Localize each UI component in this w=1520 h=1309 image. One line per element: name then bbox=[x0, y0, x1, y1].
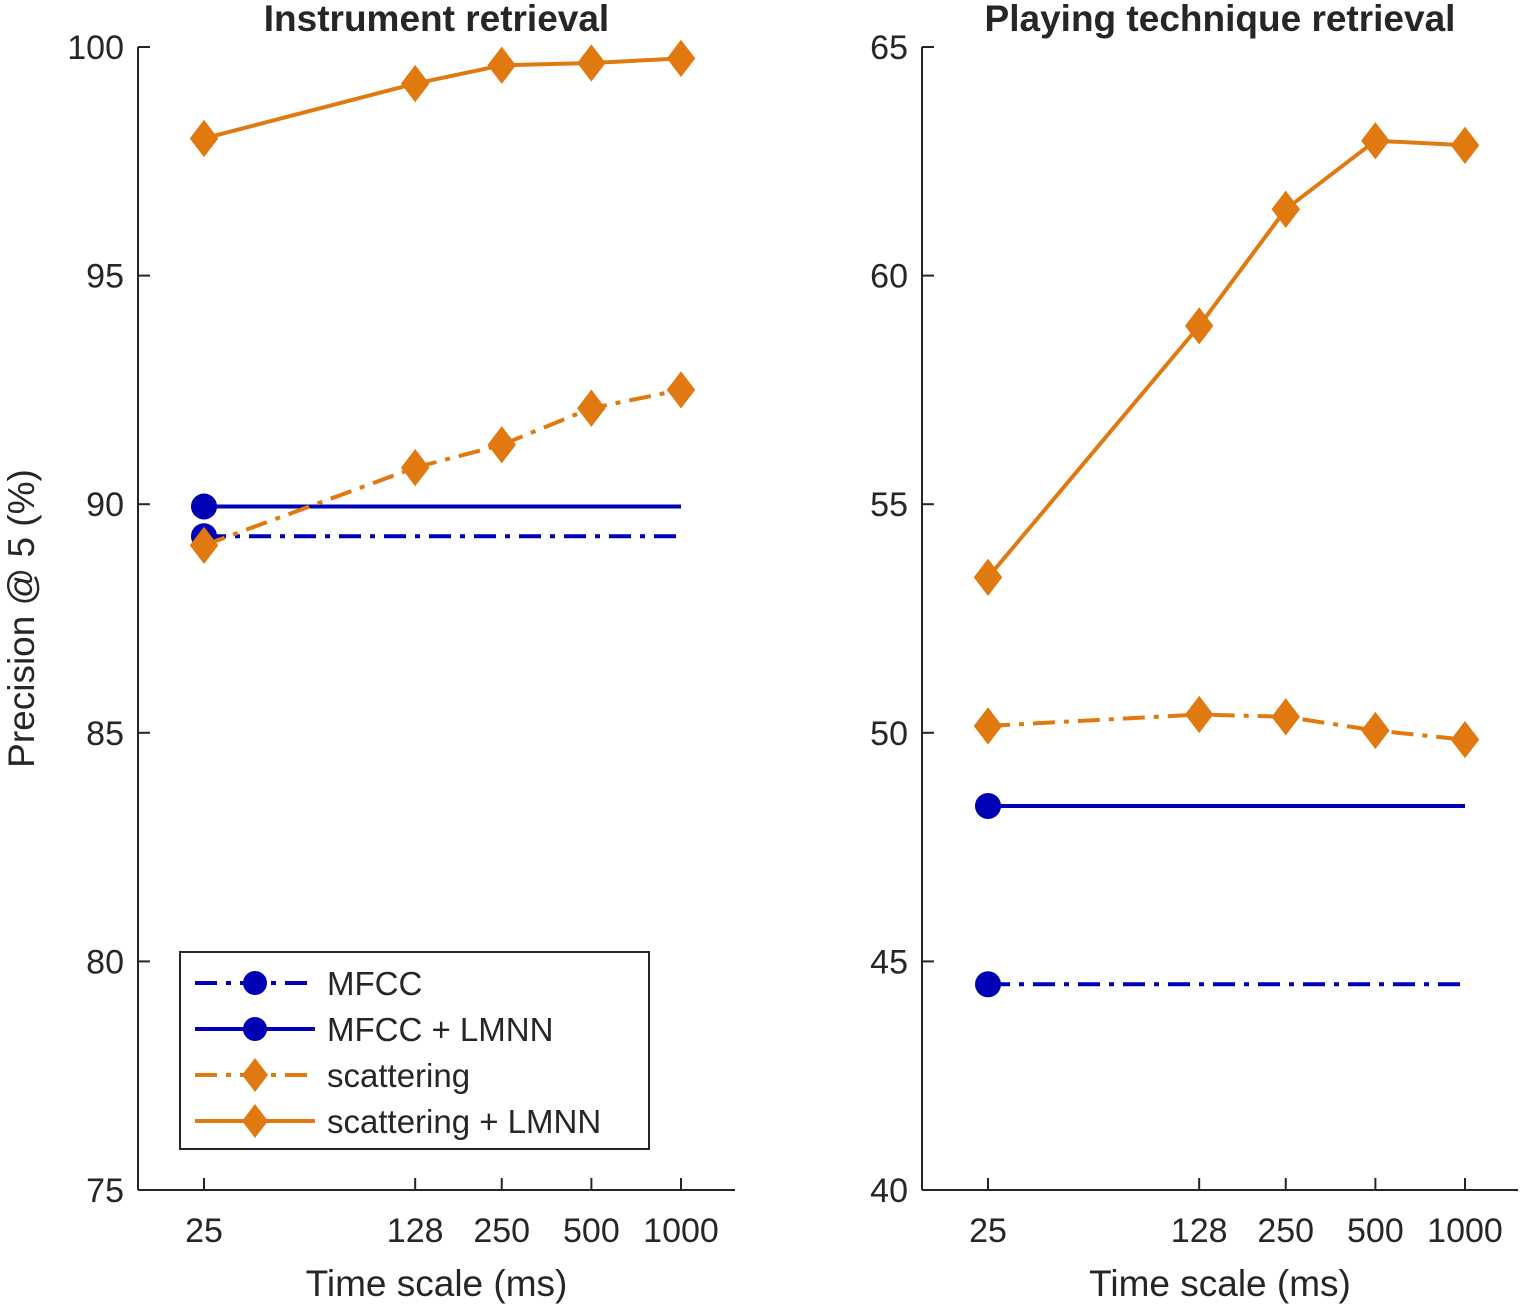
data-point-circle bbox=[975, 971, 1001, 998]
y-tick-label: 50 bbox=[870, 715, 908, 753]
x-tick-label: 128 bbox=[1171, 1212, 1228, 1250]
data-point-diamond bbox=[400, 448, 430, 487]
data-point-diamond bbox=[973, 707, 1003, 745]
data-point-diamond bbox=[1184, 307, 1214, 345]
x-axis-label: Time scale (ms) bbox=[306, 1263, 568, 1304]
legend: MFCC MFCC + LMNN scattering scattering + LM… bbox=[179, 951, 650, 1150]
data-point-circle bbox=[191, 493, 217, 520]
y-tick-label: 95 bbox=[86, 258, 124, 296]
data-point-diamond bbox=[666, 371, 696, 409]
y-tick-label: 55 bbox=[870, 486, 908, 524]
data-point-diamond bbox=[487, 46, 517, 84]
x-tick-label: 25 bbox=[969, 1212, 1007, 1250]
x-tick-label: 1000 bbox=[1427, 1212, 1503, 1250]
data-point-circle bbox=[975, 792, 1001, 819]
x-tick-label: 250 bbox=[473, 1212, 530, 1250]
legend-label: MFCC + LMNN bbox=[327, 1011, 553, 1048]
series-line bbox=[986, 138, 1466, 579]
data-point-diamond bbox=[487, 426, 517, 464]
legend-marker-circle bbox=[243, 971, 267, 995]
series-mfcc-lmnn bbox=[191, 493, 681, 520]
data-point-diamond bbox=[1361, 122, 1390, 160]
chart-title: Playing technique retrieval bbox=[985, 0, 1456, 39]
x-tick-label: 1000 bbox=[643, 1212, 719, 1250]
x-tick-label: 500 bbox=[563, 1212, 620, 1250]
series-line bbox=[203, 56, 682, 141]
legend-entry-scattering: scattering bbox=[195, 1057, 470, 1094]
y-tick-label: 85 bbox=[86, 715, 124, 753]
y-tick-label: 60 bbox=[870, 258, 908, 296]
legend-label: MFCC bbox=[327, 965, 422, 1002]
x-tick-label: 250 bbox=[1257, 1212, 1314, 1250]
legend-entry-mfcc-lmnn: MFCC + LMNN bbox=[195, 1011, 553, 1048]
y-tick-label: 75 bbox=[86, 1172, 124, 1210]
legend-label: scattering + LMNN bbox=[327, 1103, 601, 1140]
legend-marker-diamond bbox=[242, 1104, 268, 1138]
x-tick-label: 25 bbox=[185, 1212, 223, 1250]
series-mfcc-lmnn bbox=[975, 792, 1465, 819]
y-tick-label: 40 bbox=[870, 1172, 908, 1210]
data-point-diamond bbox=[577, 44, 606, 82]
y-tick-label: 90 bbox=[86, 486, 124, 524]
series-line bbox=[203, 387, 682, 548]
y-tick-label: 100 bbox=[67, 29, 124, 67]
series-mfcc bbox=[191, 523, 681, 550]
data-point-diamond bbox=[577, 389, 606, 427]
instrument-retrieval-panel: 75 80 85 90 95 100 25 128 250 500 1000 Instrument r… bbox=[1, 0, 735, 1304]
series-scattering bbox=[973, 695, 1480, 759]
y-axis-label: Precision @ 5 (%) bbox=[1, 469, 42, 768]
series-scattering-lmnn bbox=[189, 39, 696, 158]
data-point-diamond bbox=[1450, 126, 1480, 164]
series-mfcc bbox=[975, 971, 1465, 998]
x-tick-label: 500 bbox=[1347, 1212, 1404, 1250]
data-point-diamond bbox=[973, 558, 1003, 596]
data-point-diamond bbox=[1361, 711, 1390, 750]
legend-entry-mfcc: MFCC bbox=[195, 965, 422, 1002]
data-point-diamond bbox=[1184, 695, 1214, 734]
data-point-diamond bbox=[1271, 698, 1300, 736]
data-point-diamond bbox=[1450, 721, 1480, 759]
x-tick-label: 128 bbox=[387, 1212, 444, 1250]
data-point-diamond bbox=[400, 64, 430, 103]
series-scattering-lmnn bbox=[973, 122, 1480, 596]
y-tick-label: 80 bbox=[86, 943, 124, 981]
data-point-diamond bbox=[1271, 190, 1300, 228]
data-point-diamond bbox=[666, 39, 696, 78]
x-axis-label: Time scale (ms) bbox=[1089, 1263, 1351, 1304]
series-line bbox=[987, 712, 1466, 742]
y-tick-label: 65 bbox=[870, 29, 908, 67]
legend-marker-diamond bbox=[242, 1058, 268, 1092]
data-point-diamond bbox=[189, 526, 219, 564]
legend-marker-circle bbox=[243, 1017, 267, 1041]
playing-technique-retrieval-panel: 40 45 50 55 60 65 25 128 250 500 1000 Playing techn… bbox=[870, 0, 1518, 1304]
y-tick-label: 45 bbox=[870, 943, 908, 981]
series-scattering bbox=[189, 371, 696, 564]
legend-label: scattering bbox=[327, 1057, 470, 1094]
legend-entry-scattering-lmnn: scattering + LMNN bbox=[195, 1103, 601, 1140]
chart-title: Instrument retrieval bbox=[264, 0, 609, 39]
data-point-diamond bbox=[189, 119, 219, 158]
